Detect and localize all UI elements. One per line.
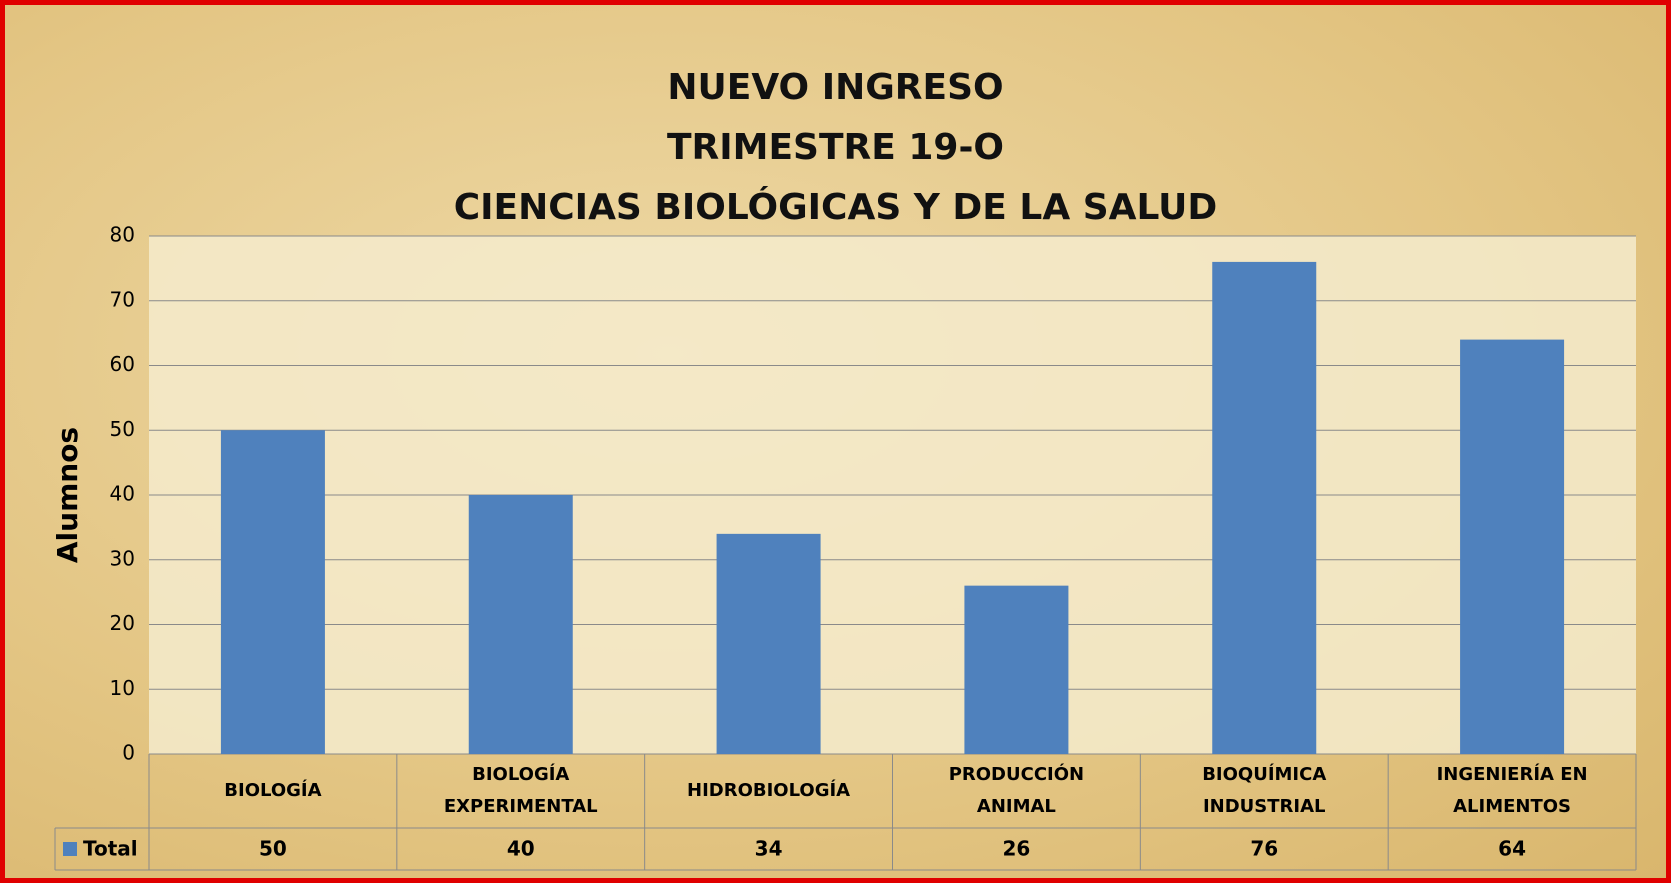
table-value: 34 (755, 837, 783, 861)
legend-swatch (63, 842, 77, 856)
y-tick-label: 20 (110, 611, 135, 635)
y-tick-label: 70 (110, 287, 135, 311)
x-tick-label: INGENIERÍA EN ALIMENTOS (1436, 764, 1588, 817)
y-axis-label: Alumnos (51, 427, 84, 563)
bar (468, 495, 573, 754)
chart-title: NUEVO INGRESO TRIMESTRE 19-O CIENCIAS BI… (453, 67, 1218, 228)
y-tick-label: 50 (110, 417, 135, 441)
table-value: 76 (1250, 837, 1278, 861)
y-tick-label: 30 (110, 546, 135, 570)
y-tick-label: 10 (110, 676, 135, 700)
y-tick-label: 40 (110, 482, 135, 506)
x-tick-label: BIOLOGÍA (224, 780, 322, 801)
x-tick-label: HIDROBIOLOGÍA (687, 780, 851, 801)
bar (1212, 261, 1317, 754)
y-tick-label: 80 (110, 223, 135, 247)
table-value: 40 (507, 837, 535, 861)
x-tick-label: BIOLOGÍA EXPERIMENTAL (443, 764, 598, 817)
table-value: 50 (259, 837, 287, 861)
table-value: 64 (1498, 837, 1526, 861)
table-value: 26 (1002, 837, 1030, 861)
y-tick-label: 0 (122, 741, 135, 765)
x-tick-label: PRODUCCIÓN ANIMAL (948, 764, 1085, 817)
bar (1460, 339, 1565, 754)
legend-label: Total (83, 837, 138, 861)
bar (220, 430, 325, 754)
bar (964, 585, 1069, 754)
x-tick-label: BIOQUÍMICA INDUSTRIAL (1202, 764, 1327, 817)
bar (716, 533, 821, 754)
y-tick-label: 60 (110, 352, 135, 376)
